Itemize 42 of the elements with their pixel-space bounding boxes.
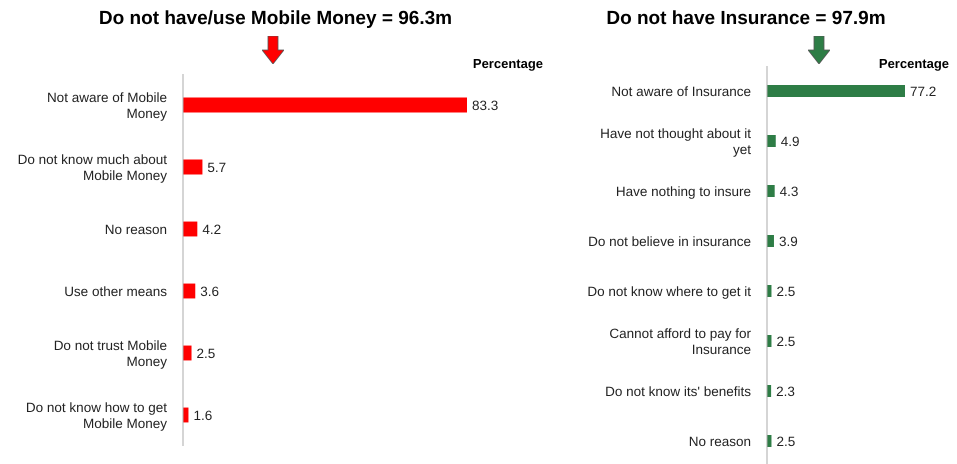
bar	[767, 135, 776, 147]
bar	[183, 284, 196, 298]
data-label: 1.6	[193, 408, 212, 423]
data-label: 77.2	[910, 84, 936, 99]
y-tick-label: Do not know its' benefits	[605, 384, 752, 398]
bar	[183, 222, 198, 236]
data-label: 4.2	[202, 222, 222, 237]
chart-title: Do not have/use Mobile Money = 96.3m	[98, 8, 454, 31]
y-tick-label: Do not know much about Mobile Money	[18, 152, 168, 182]
data-label: 4.9	[780, 134, 800, 149]
data-label: 5.7	[207, 160, 226, 175]
chart-title: Do not have Insurance = 97.9m	[605, 8, 887, 31]
x-axis-title: Percentage	[878, 56, 949, 71]
data-label: 2.5	[776, 334, 796, 349]
x-axis-title: Percentage	[472, 56, 543, 71]
y-tick-label: No reason	[688, 434, 751, 448]
bar	[183, 160, 202, 174]
y-tick-label: Have nothing to insure	[616, 184, 751, 198]
bar	[767, 185, 775, 197]
data-label: 3.9	[778, 234, 798, 249]
y-tick-label: Do not know where to get it	[587, 284, 752, 298]
bar	[183, 98, 467, 112]
y-tick-label: Cannot afford to pay for Insurance	[609, 326, 752, 356]
y-tick-label: Do not believe in insurance	[588, 234, 751, 248]
data-label: 4.3	[780, 184, 798, 199]
bar	[183, 408, 188, 422]
y-tick-label: Do not know how to get Mobile Money	[26, 400, 168, 430]
y-tick-label: No reason	[104, 222, 167, 236]
data-label: 2.5	[776, 434, 796, 449]
y-tick-label: Not aware of Mobile Money	[46, 90, 168, 120]
data-label: 2.3	[776, 384, 795, 399]
data-label: 3.6	[200, 284, 220, 299]
y-tick-label: Use other means	[64, 284, 168, 298]
y-tick-label: Not aware of Insurance	[611, 84, 751, 98]
y-tick-label: Do not trust Mobile Money	[54, 338, 168, 368]
data-label: 2.5	[196, 346, 216, 361]
data-label: 83.3	[472, 98, 498, 113]
y-tick-label: Have not thought about it yet	[600, 126, 752, 156]
bar	[767, 235, 774, 247]
data-label: 2.5	[776, 284, 796, 299]
bar	[767, 85, 905, 97]
bar	[183, 346, 192, 360]
